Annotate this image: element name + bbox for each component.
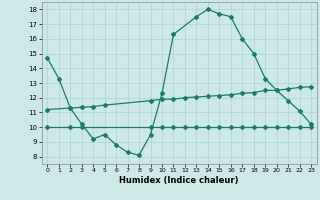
X-axis label: Humidex (Indice chaleur): Humidex (Indice chaleur)	[119, 176, 239, 185]
